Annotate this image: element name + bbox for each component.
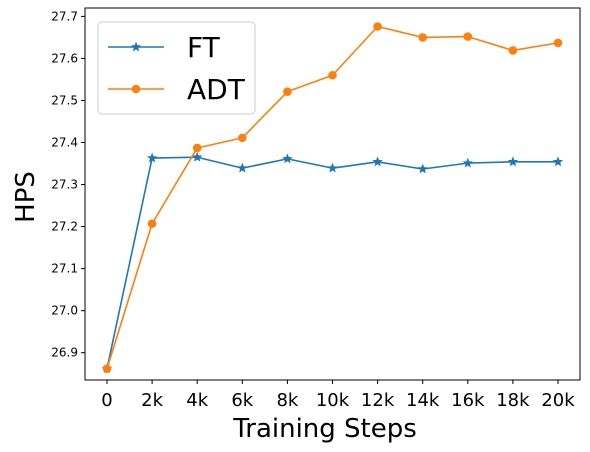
data-point-adt <box>147 219 157 228</box>
data-point-adt <box>418 33 428 42</box>
data-point-ft <box>146 152 158 163</box>
y-tick-label: 27.1 <box>51 262 78 276</box>
legend-label-adt: ADT <box>187 73 246 106</box>
data-point-ft <box>237 162 248 173</box>
data-point-ft <box>372 156 383 167</box>
y-tick-label: 27.5 <box>51 93 78 107</box>
data-point-adt <box>373 22 382 31</box>
series-ft <box>101 151 564 374</box>
series-adt <box>102 22 563 373</box>
data-point-adt <box>553 38 563 48</box>
y-tick-label: 27.3 <box>51 178 78 192</box>
y-tick-label: 27.0 <box>51 304 78 318</box>
x-axis-ticks: 0 2k 4k 6k 8k 10k 12k 14k 16k 18k 20k <box>101 380 575 411</box>
y-tick-label: 27.6 <box>51 51 78 65</box>
x-tick-label: 20k <box>541 390 575 411</box>
series-layer <box>101 22 564 374</box>
legend-marker-ft <box>130 41 142 52</box>
x-axis-label: Training Steps <box>232 414 417 444</box>
data-point-ft <box>507 156 519 167</box>
x-tick-label: 8k <box>276 390 298 411</box>
data-point-ft <box>282 153 293 164</box>
x-tick-label: 18k <box>496 390 530 411</box>
data-point-adt <box>508 46 518 55</box>
y-axis-label: HPS <box>11 171 41 223</box>
y-tick-label: 26.9 <box>51 346 78 360</box>
x-tick-label: 12k <box>361 390 395 411</box>
data-point-ft <box>327 162 338 173</box>
data-point-adt <box>328 70 337 80</box>
y-tick-label: 27.2 <box>51 220 78 234</box>
data-point-ft <box>552 156 564 167</box>
data-point-adt <box>192 143 202 153</box>
y-tick-label: 27.7 <box>51 9 78 23</box>
x-tick-label: 10k <box>316 390 350 411</box>
x-tick-label: 2k <box>141 390 163 411</box>
legend-label-ft: FT <box>187 31 221 64</box>
x-tick-label: 6k <box>231 390 253 411</box>
data-point-adt <box>102 364 112 373</box>
x-tick-label: 4k <box>186 390 208 411</box>
legend-marker-adt <box>131 84 141 94</box>
data-point-ft <box>192 151 203 162</box>
y-axis-ticks: 26.9 27.0 27.1 27.2 27.3 27.4 27.5 27.6 27.7 <box>51 9 85 360</box>
x-tick-label: 0 <box>101 390 112 411</box>
data-point-ft <box>417 163 428 174</box>
data-point-adt <box>283 87 292 96</box>
data-point-adt <box>463 32 473 41</box>
data-point-ft <box>462 157 473 168</box>
x-tick-label: 14k <box>406 390 440 411</box>
y-tick-label: 27.4 <box>51 136 78 150</box>
legend: FT ADT <box>97 21 256 115</box>
data-point-adt <box>238 133 247 143</box>
x-tick-label: 16k <box>451 390 485 411</box>
